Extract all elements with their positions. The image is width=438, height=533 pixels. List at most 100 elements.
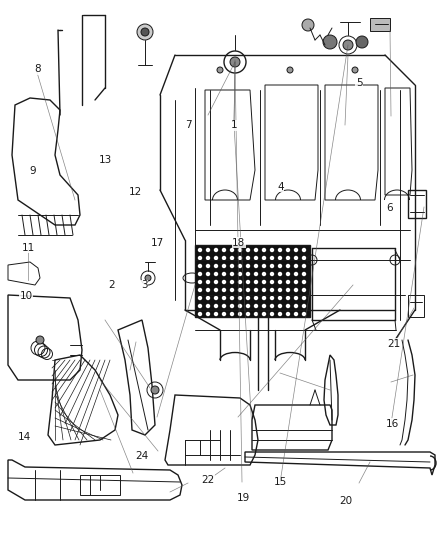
Circle shape — [302, 264, 306, 268]
Text: 21: 21 — [388, 339, 401, 349]
Text: 19: 19 — [237, 494, 250, 503]
Circle shape — [262, 304, 266, 308]
Circle shape — [246, 264, 250, 268]
Circle shape — [230, 264, 234, 268]
Circle shape — [270, 304, 274, 308]
Circle shape — [214, 256, 218, 260]
Circle shape — [214, 248, 218, 252]
Circle shape — [254, 272, 258, 276]
Circle shape — [262, 312, 266, 316]
Circle shape — [286, 296, 290, 300]
Circle shape — [286, 248, 290, 252]
Text: 14: 14 — [18, 432, 31, 442]
Circle shape — [238, 312, 242, 316]
Circle shape — [230, 304, 234, 308]
Circle shape — [270, 280, 274, 284]
Circle shape — [198, 296, 202, 300]
Circle shape — [151, 386, 159, 394]
Circle shape — [302, 19, 314, 31]
Circle shape — [206, 296, 210, 300]
Circle shape — [294, 264, 298, 268]
Text: 11: 11 — [22, 243, 35, 253]
Circle shape — [294, 256, 298, 260]
Circle shape — [230, 280, 234, 284]
Circle shape — [302, 312, 306, 316]
Circle shape — [214, 280, 218, 284]
Circle shape — [230, 248, 234, 252]
Circle shape — [222, 312, 226, 316]
Circle shape — [254, 288, 258, 292]
Text: 2: 2 — [108, 280, 115, 290]
Circle shape — [198, 272, 202, 276]
Circle shape — [198, 280, 202, 284]
Text: 22: 22 — [201, 475, 215, 484]
Circle shape — [286, 280, 290, 284]
Circle shape — [246, 280, 250, 284]
Circle shape — [230, 312, 234, 316]
Circle shape — [238, 288, 242, 292]
Circle shape — [206, 280, 210, 284]
Circle shape — [230, 296, 234, 300]
Circle shape — [278, 272, 282, 276]
Circle shape — [246, 256, 250, 260]
Circle shape — [238, 296, 242, 300]
Circle shape — [238, 272, 242, 276]
Circle shape — [222, 296, 226, 300]
Circle shape — [254, 248, 258, 252]
Circle shape — [356, 36, 368, 48]
Circle shape — [302, 296, 306, 300]
Circle shape — [286, 256, 290, 260]
Text: 13: 13 — [99, 155, 112, 165]
Circle shape — [278, 248, 282, 252]
Circle shape — [254, 280, 258, 284]
Circle shape — [238, 264, 242, 268]
Circle shape — [238, 248, 242, 252]
Text: 6: 6 — [386, 203, 393, 213]
Circle shape — [230, 57, 240, 67]
Text: 12: 12 — [129, 187, 142, 197]
Circle shape — [270, 248, 274, 252]
Circle shape — [230, 288, 234, 292]
Circle shape — [270, 264, 274, 268]
Circle shape — [286, 272, 290, 276]
Circle shape — [206, 304, 210, 308]
Text: 5: 5 — [356, 78, 363, 87]
Circle shape — [302, 304, 306, 308]
Circle shape — [222, 248, 226, 252]
Circle shape — [206, 288, 210, 292]
Circle shape — [278, 256, 282, 260]
Circle shape — [254, 304, 258, 308]
Circle shape — [270, 256, 274, 260]
Circle shape — [222, 264, 226, 268]
Circle shape — [214, 288, 218, 292]
Circle shape — [302, 272, 306, 276]
Circle shape — [302, 288, 306, 292]
Circle shape — [254, 312, 258, 316]
Circle shape — [343, 40, 353, 50]
Circle shape — [302, 256, 306, 260]
Text: 15: 15 — [274, 478, 287, 487]
Circle shape — [246, 304, 250, 308]
Text: 18: 18 — [232, 238, 245, 247]
Circle shape — [270, 288, 274, 292]
Circle shape — [254, 264, 258, 268]
Circle shape — [214, 312, 218, 316]
Circle shape — [278, 312, 282, 316]
Circle shape — [198, 248, 202, 252]
Circle shape — [141, 28, 149, 36]
Circle shape — [278, 296, 282, 300]
Circle shape — [294, 248, 298, 252]
Circle shape — [246, 296, 250, 300]
Circle shape — [254, 256, 258, 260]
FancyBboxPatch shape — [370, 18, 390, 31]
Circle shape — [238, 256, 242, 260]
Circle shape — [286, 304, 290, 308]
Circle shape — [206, 264, 210, 268]
Circle shape — [246, 312, 250, 316]
Text: 1: 1 — [231, 120, 238, 130]
Circle shape — [270, 272, 274, 276]
Circle shape — [222, 272, 226, 276]
Circle shape — [214, 304, 218, 308]
Circle shape — [206, 272, 210, 276]
Text: 17: 17 — [151, 238, 164, 247]
